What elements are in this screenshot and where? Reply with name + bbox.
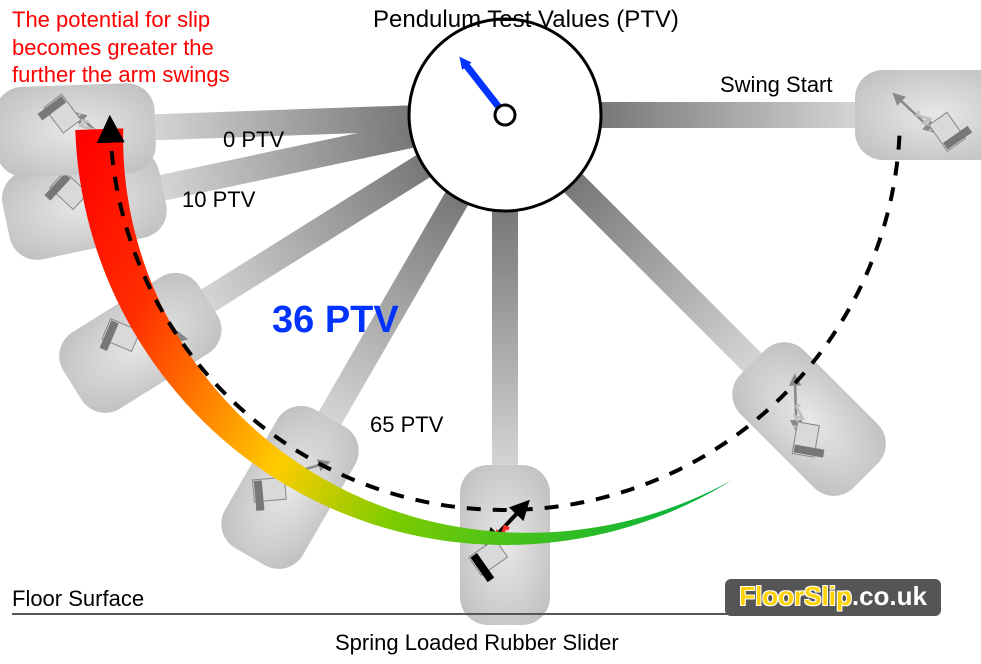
swing-start-label: Swing Start xyxy=(720,72,833,98)
ptv-0-label: 0 PTV xyxy=(223,127,284,153)
slip-warning-note: The potential for slip becomes greater t… xyxy=(12,6,242,89)
ptv-36-label: 36 PTV xyxy=(272,298,399,344)
pendulum-diagram: Pendulum Test Values (PTV) Swing Start 0… xyxy=(0,0,981,664)
diagram-svg xyxy=(0,0,981,664)
dial-face xyxy=(409,19,601,211)
logo-part2: .co.uk xyxy=(852,581,927,611)
floorslip-logo: FloorSlip.co.uk xyxy=(725,579,941,616)
title-label: Pendulum Test Values (PTV) xyxy=(373,6,679,35)
pendulum-foot xyxy=(460,465,550,625)
ptv-65-label: 65 PTV xyxy=(370,412,443,438)
logo-part1: FloorSlip xyxy=(739,581,852,611)
ptv-10-label: 10 PTV xyxy=(182,187,255,213)
floor-surface-label: Floor Surface xyxy=(12,586,144,612)
dial-hub xyxy=(495,105,515,125)
slider-caption-label: Spring Loaded Rubber Slider xyxy=(335,630,619,656)
